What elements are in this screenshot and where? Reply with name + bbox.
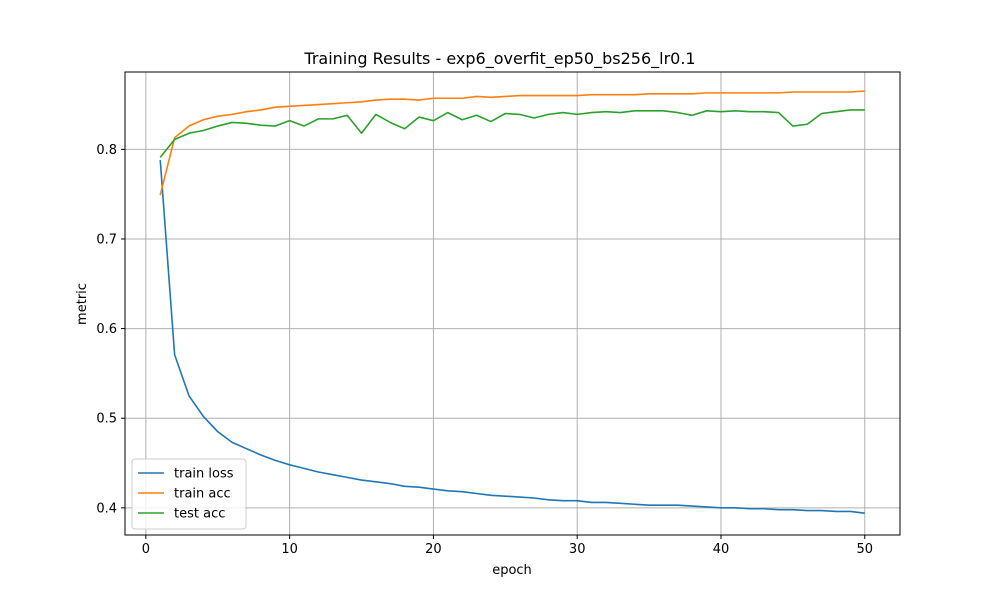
y-tick-label: 0.7 bbox=[96, 232, 117, 247]
x-tick-label: 0 bbox=[142, 542, 150, 557]
legend: train loss train acc test acc bbox=[131, 458, 247, 530]
plot-series bbox=[159, 90, 865, 515]
x-axis-ticks: 0 10 20 30 40 50 bbox=[142, 535, 873, 557]
y-tick-label: 0.6 bbox=[96, 322, 117, 337]
y-axis-label: metric bbox=[75, 283, 90, 325]
x-tick-label: 20 bbox=[425, 542, 442, 557]
y-tick-label: 0.5 bbox=[96, 412, 117, 427]
y-axis-ticks: 0.4 0.5 0.6 0.7 0.8 bbox=[96, 143, 125, 516]
chart-title: Training Results - exp6_overfit_ep50_bs2… bbox=[303, 49, 695, 69]
x-tick-label: 40 bbox=[713, 542, 730, 557]
legend-label-test-acc: test acc bbox=[174, 507, 225, 522]
x-axis-label: epoch bbox=[492, 563, 532, 578]
legend-box bbox=[131, 458, 247, 530]
grid bbox=[125, 72, 900, 535]
y-tick-label: 0.8 bbox=[96, 143, 117, 158]
series-line-train-acc bbox=[159, 90, 865, 196]
y-tick-label: 0.4 bbox=[96, 501, 117, 516]
x-tick-label: 30 bbox=[569, 542, 586, 557]
legend-label-train-acc: train acc bbox=[174, 487, 231, 502]
series-line-test-acc bbox=[159, 109, 865, 158]
x-tick-label: 10 bbox=[281, 542, 298, 557]
series-line-train-loss bbox=[159, 160, 865, 515]
x-tick-label: 50 bbox=[856, 542, 873, 557]
legend-label-train-loss: train loss bbox=[174, 467, 234, 482]
plot-frame bbox=[124, 71, 901, 536]
